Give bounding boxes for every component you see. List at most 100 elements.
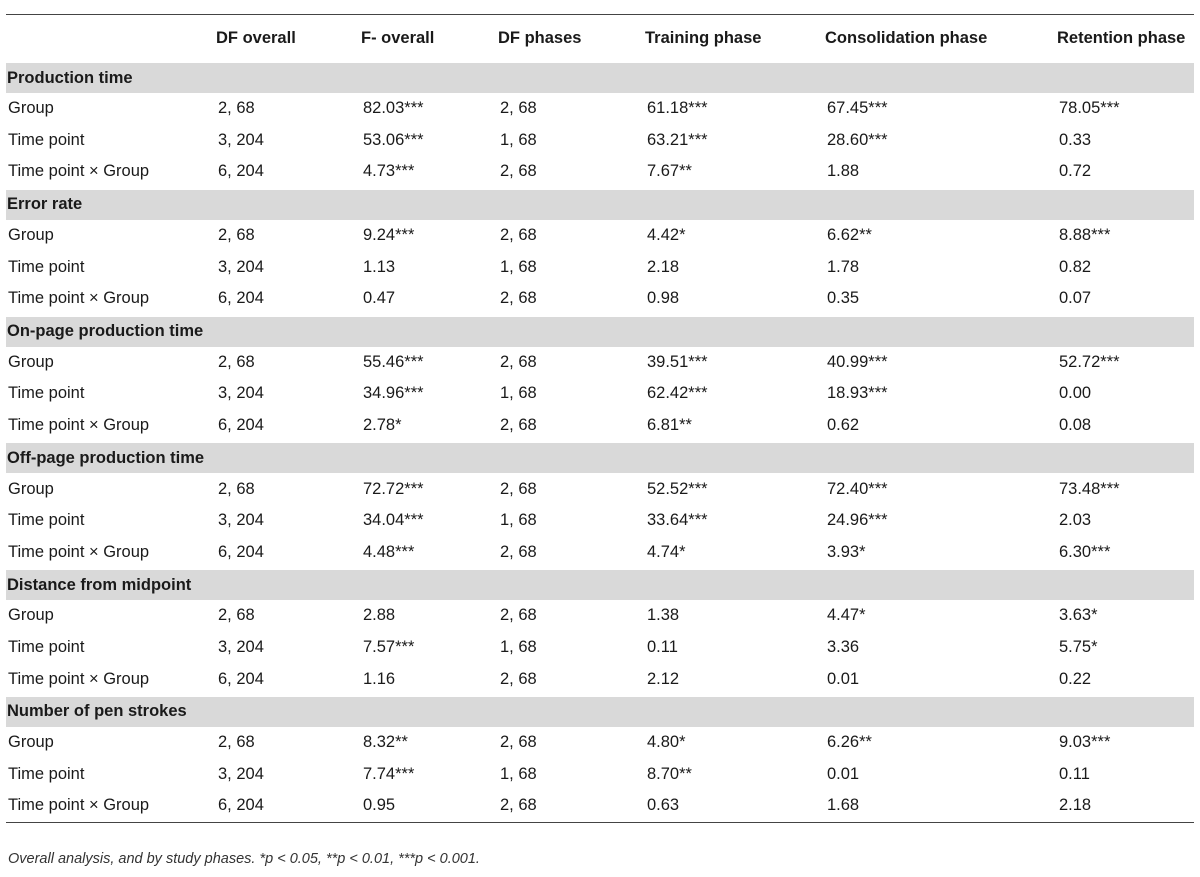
header-cell-f-overall: F- overall	[361, 28, 435, 47]
cell-df-overall: 6, 204	[216, 790, 361, 823]
cell-df-overall: 3, 204	[218, 511, 264, 530]
section-title: Off-page production time	[6, 441, 1194, 474]
cell-row-label: Group	[8, 479, 54, 498]
section-title: Number of pen strokes	[6, 694, 1194, 727]
table-row: Group 2, 68 9.24*** 2, 68 4.42* 6.62** 8.88***	[6, 220, 1194, 252]
table-footnote: Overall analysis, and by study phases. *…	[8, 851, 480, 867]
cell-df-overall: 6, 204	[218, 416, 264, 435]
cell-consolidation-phase: 3.36	[827, 638, 860, 657]
cell-f-overall: 2.78*	[363, 416, 402, 435]
cell-retention-phase: 9.03***	[1059, 733, 1111, 752]
cell-df-phases: 2, 68	[500, 352, 537, 371]
table-row: Time point × Group 6, 204 4.48*** 2, 68 4.74…	[6, 537, 1194, 570]
cell-row-label: Time point × Group	[8, 162, 150, 181]
cell-row-label: Time point	[8, 764, 85, 783]
cell-retention-phase: 5.75*	[1059, 638, 1098, 657]
cell-df-overall: 3, 204	[218, 257, 264, 276]
cell-df-phases: 1, 68	[500, 511, 537, 530]
cell-consolidation-phase: 72.40***	[827, 479, 888, 498]
table-row: Time point × Group 6, 204 2.78* 2, 68 6.81**…	[6, 410, 1194, 443]
table-header: DF overall F- overall DF phases Training…	[6, 14, 1194, 63]
cell-row-label: Group	[8, 352, 54, 371]
cell-consolidation-phase: 0.01	[827, 669, 860, 688]
cell-retention-phase: 0.72	[1059, 162, 1092, 181]
cell-consolidation-phase: 1.68	[825, 790, 1057, 823]
cell-f-overall: 7.74***	[363, 764, 415, 783]
table-section: Distance from midpoint Group 2, 68 2.88 2, 6…	[6, 568, 1194, 696]
header-cell-training-phase: Training phase	[645, 28, 762, 47]
cell-df-phases: 2, 68	[500, 99, 537, 118]
header-cell-consolidation-phase: Consolidation phase	[825, 28, 988, 47]
cell-df-phases: 2, 68	[500, 669, 537, 688]
cell-f-overall: 53.06***	[363, 130, 424, 149]
cell-retention-phase: 8.88***	[1059, 226, 1111, 245]
cell-f-overall: 72.72***	[363, 479, 424, 498]
cell-training-phase: 0.98	[647, 289, 680, 308]
cell-df-overall: 2, 68	[218, 352, 255, 371]
cell-retention-phase: 0.08	[1059, 416, 1092, 435]
cell-row-label: Time point	[8, 511, 85, 530]
cell-consolidation-phase: 28.60***	[827, 130, 888, 149]
cell-retention-phase: 0.00	[1059, 384, 1092, 403]
section-header-row: Error rate	[6, 187, 1194, 220]
results-table-container: DF overall F- overall DF phases Training…	[6, 14, 1194, 823]
cell-row-label: Group	[8, 606, 54, 625]
cell-f-overall: 4.48***	[363, 542, 415, 561]
section-header-row: Off-page production time	[6, 441, 1194, 474]
cell-f-overall: 1.16	[363, 669, 396, 688]
cell-consolidation-phase: 1.88	[827, 162, 860, 181]
cell-df-overall: 3, 204	[218, 764, 264, 783]
header-cell-label	[6, 15, 216, 63]
section-title: Production time	[6, 61, 1194, 93]
cell-df-overall: 6, 204	[218, 162, 264, 181]
cell-f-overall: 0.95	[361, 790, 498, 823]
cell-df-phases: 1, 68	[500, 384, 537, 403]
section-title: Error rate	[6, 187, 1194, 220]
cell-f-overall: 7.57***	[363, 638, 415, 657]
table-row: Time point × Group 6, 204 4.73*** 2, 68 7.67…	[6, 156, 1194, 189]
cell-training-phase: 62.42***	[647, 384, 708, 403]
cell-training-phase: 2.12	[647, 669, 680, 688]
cell-consolidation-phase: 4.47*	[827, 606, 866, 625]
cell-df-phases: 2, 68	[500, 606, 537, 625]
cell-training-phase: 33.64***	[647, 511, 708, 530]
cell-retention-phase: 0.33	[1059, 130, 1092, 149]
cell-row-label: Time point × Group	[8, 669, 150, 688]
cell-training-phase: 39.51***	[647, 352, 708, 371]
cell-retention-phase: 2.03	[1059, 511, 1092, 530]
cell-df-phases: 2, 68	[500, 542, 537, 561]
cell-row-label: Group	[8, 226, 54, 245]
cell-training-phase: 4.42*	[647, 226, 686, 245]
table-row: Group 2, 68 72.72*** 2, 68 52.52*** 72.40*** 7…	[6, 473, 1194, 505]
cell-training-phase: 8.70**	[647, 764, 692, 783]
cell-training-phase: 4.80*	[647, 733, 686, 752]
cell-df-phases: 2, 68	[500, 479, 537, 498]
cell-retention-phase: 52.72***	[1059, 352, 1120, 371]
cell-f-overall: 55.46***	[363, 352, 424, 371]
cell-df-overall: 2, 68	[218, 479, 255, 498]
cell-consolidation-phase: 24.96***	[827, 511, 888, 530]
cell-consolidation-phase: 6.26**	[827, 733, 872, 752]
cell-df-overall: 3, 204	[218, 638, 264, 657]
cell-retention-phase: 0.11	[1059, 764, 1090, 783]
header-cell-retention-phase: Retention phase	[1057, 28, 1186, 47]
table-row: Group 2, 68 82.03*** 2, 68 61.18*** 67.45*** 7…	[6, 93, 1194, 125]
cell-df-phases: 1, 68	[500, 257, 537, 276]
cell-df-overall: 6, 204	[218, 542, 264, 561]
section-title: On-page production time	[6, 314, 1194, 347]
cell-training-phase: 4.74*	[647, 542, 686, 561]
cell-f-overall: 0.47	[363, 289, 396, 308]
cell-training-phase: 0.11	[647, 638, 678, 657]
cell-row-label: Time point	[8, 638, 85, 657]
cell-df-phases: 2, 68	[500, 733, 537, 752]
cell-row-label: Time point	[8, 257, 85, 276]
section-header-row: On-page production time	[6, 314, 1194, 347]
section-header-row: Distance from midpoint	[6, 568, 1194, 601]
cell-df-overall: 2, 68	[218, 733, 255, 752]
cell-retention-phase: 0.82	[1059, 257, 1092, 276]
cell-training-phase: 7.67**	[647, 162, 692, 181]
section-header-row: Production time	[6, 61, 1194, 93]
cell-consolidation-phase: 18.93***	[827, 384, 888, 403]
cell-f-overall: 82.03***	[363, 99, 424, 118]
cell-retention-phase: 3.63*	[1059, 606, 1098, 625]
